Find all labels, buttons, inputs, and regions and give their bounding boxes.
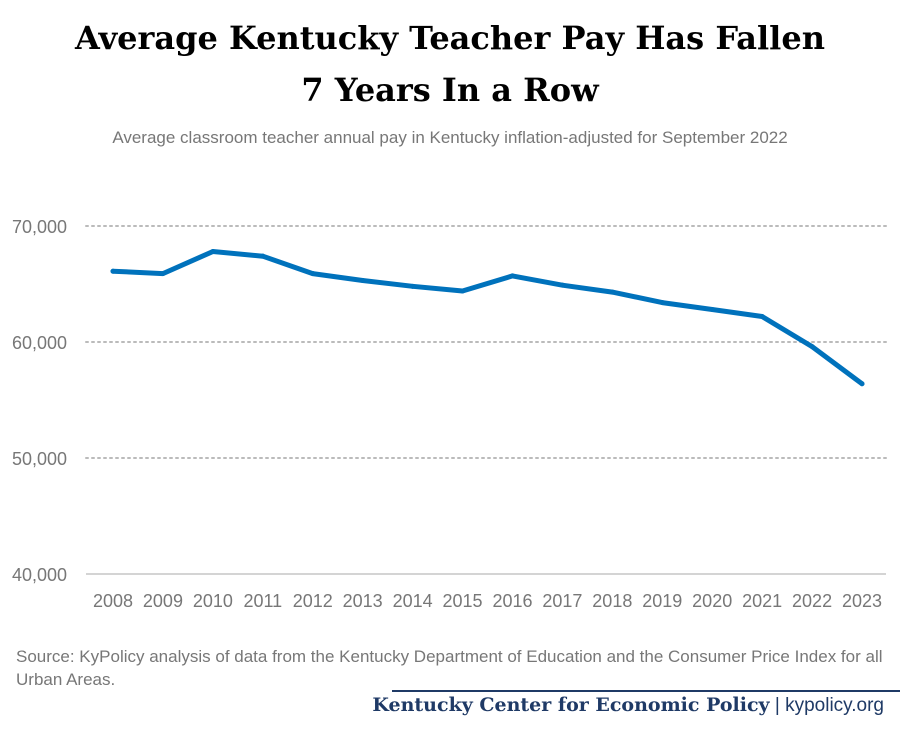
chart-title-line-1: Average Kentucky Teacher Pay Has Fallen: [75, 19, 825, 57]
data-point-2015: [460, 288, 466, 294]
source-note: Source: KyPolicy analysis of data from t…: [16, 647, 883, 689]
data-point-2010: [210, 249, 216, 255]
data-point-2017: [559, 282, 565, 288]
data-point-2016: [509, 273, 515, 279]
x-tick-label: 2019: [642, 591, 682, 611]
data-point-2019: [659, 300, 665, 306]
footer-credit: Kentucky Center for Economic Policy | ky…: [372, 694, 884, 717]
footer-site-link[interactable]: kypolicy.org: [785, 695, 884, 716]
x-tick-label: 2022: [792, 591, 832, 611]
x-tick-label: 2018: [592, 591, 632, 611]
x-tick-label: 2015: [443, 591, 483, 611]
data-point-2008: [110, 268, 116, 274]
data-point-2014: [410, 283, 416, 289]
y-tick-label: 70,000: [12, 217, 67, 237]
x-tick-label: 2021: [742, 591, 782, 611]
x-tick-label: 2008: [93, 591, 133, 611]
x-tick-label: 2012: [293, 591, 333, 611]
data-point-2020: [709, 307, 715, 313]
data-point-2012: [310, 271, 316, 277]
x-tick-label: 2017: [542, 591, 582, 611]
data-point-2021: [759, 313, 765, 319]
data-point-2022: [809, 344, 815, 350]
data-point-2011: [260, 253, 266, 259]
series-line: [110, 249, 865, 387]
data-point-2018: [609, 289, 615, 295]
x-tick-label: 2011: [243, 591, 282, 611]
x-tick-label: 2013: [343, 591, 383, 611]
y-tick-label: 50,000: [12, 449, 67, 469]
x-tick-label: 2014: [393, 591, 433, 611]
data-point-2013: [360, 278, 366, 284]
chart-title-line-2: 7 Years In a Row: [301, 71, 599, 109]
chart-subtitle: Average classroom teacher annual pay in …: [112, 128, 788, 147]
y-tick-label: 60,000: [12, 333, 67, 353]
chart-title: Average Kentucky Teacher Pay Has Fallen …: [0, 12, 900, 116]
footer-rule: [392, 690, 900, 692]
x-tick-label: 2010: [193, 591, 233, 611]
data-point-2009: [160, 271, 166, 277]
x-tick-label: 2023: [842, 591, 882, 611]
x-tick-label: 2009: [143, 591, 183, 611]
x-tick-label: 2020: [692, 591, 732, 611]
x-tick-label: 2016: [492, 591, 532, 611]
data-point-2023: [859, 381, 865, 387]
y-tick-label: 40,000: [12, 565, 67, 585]
footer-org: Kentucky Center for Economic Policy: [372, 694, 770, 716]
footer-separator: |: [774, 695, 780, 716]
